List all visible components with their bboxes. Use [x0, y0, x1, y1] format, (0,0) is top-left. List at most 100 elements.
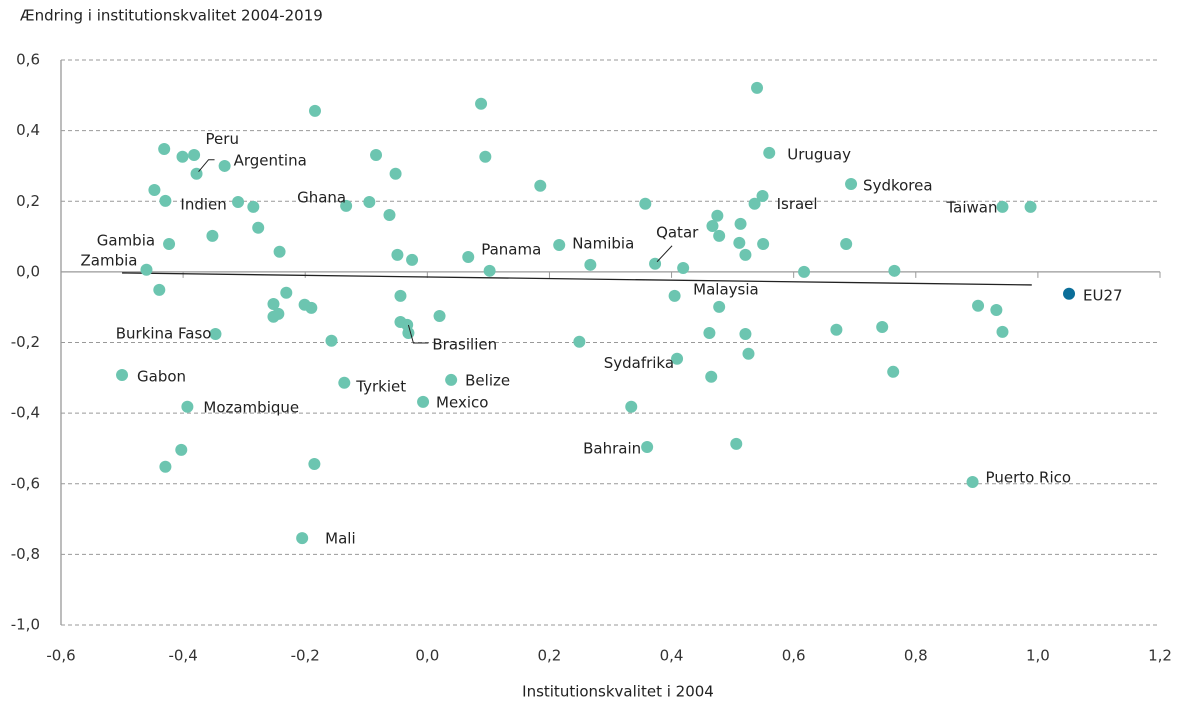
point: [140, 263, 153, 276]
point: [677, 261, 690, 274]
point-label: Puerto Rico: [986, 468, 1072, 486]
point: [671, 352, 684, 365]
point: [394, 289, 407, 302]
point: [972, 299, 985, 312]
point: [247, 200, 260, 213]
point-label: Sydafrika: [604, 354, 674, 372]
y-tick-label: 0,2: [16, 192, 40, 210]
point: [706, 219, 719, 232]
y-tick-label: 0,4: [16, 121, 40, 139]
point: [325, 334, 338, 347]
point: [730, 437, 743, 450]
point: [475, 97, 488, 110]
point: [705, 370, 718, 383]
point-label: Bahrain: [583, 440, 641, 458]
point: [267, 298, 280, 311]
y-tick-label: -0,4: [11, 404, 40, 422]
point: [887, 365, 900, 378]
point-label: Taiwan: [945, 198, 997, 216]
point: [763, 146, 776, 159]
point: [402, 326, 415, 339]
point: [739, 328, 752, 341]
point: [188, 148, 201, 161]
point: [462, 251, 475, 264]
highlight-label: EU27: [1083, 286, 1123, 304]
point: [181, 400, 194, 413]
point: [966, 475, 979, 488]
point: [748, 197, 761, 210]
point: [252, 221, 265, 234]
leader-line: [407, 324, 429, 344]
point: [990, 304, 1003, 317]
x-axis-label: Institutionskvalitet i 2004: [522, 683, 714, 701]
point: [703, 326, 716, 339]
point: [757, 237, 770, 250]
point: [742, 347, 755, 360]
point: [713, 229, 726, 242]
point: [876, 320, 889, 333]
point: [232, 195, 245, 208]
y-tick-label: -0,2: [11, 333, 40, 351]
point: [148, 183, 161, 196]
point: [641, 441, 654, 454]
y-tick-label: -1,0: [11, 616, 40, 634]
point: [573, 335, 586, 348]
point: [391, 248, 404, 261]
point: [383, 209, 396, 222]
point-label: Mozambique: [203, 398, 299, 416]
point: [733, 236, 746, 249]
point-label: Belize: [465, 371, 510, 389]
point-label: Mali: [325, 530, 355, 548]
point: [888, 264, 901, 277]
point: [798, 265, 811, 278]
point: [840, 237, 853, 250]
point: [363, 195, 376, 208]
point-label: Israel: [777, 195, 818, 213]
x-tick-label: 0,0: [415, 647, 439, 665]
point: [845, 177, 858, 190]
point: [756, 189, 769, 202]
x-tick-label: 0,2: [538, 647, 562, 665]
point-label: Mexico: [436, 393, 488, 411]
point: [116, 368, 129, 381]
x-tick-label: -0,2: [291, 647, 320, 665]
point: [159, 460, 172, 473]
point: [305, 301, 318, 314]
leader-line: [198, 159, 215, 173]
x-tick-label: 0,8: [904, 647, 928, 665]
point: [340, 199, 353, 212]
point-label: Zambia: [81, 251, 138, 269]
point: [711, 209, 724, 222]
chart-title: Ændring i institutionskvalitet 2004-2019: [20, 7, 323, 25]
x-tick-label: 0,4: [660, 647, 684, 665]
point: [272, 307, 285, 320]
point: [338, 376, 351, 389]
point-label: Ghana: [297, 188, 346, 206]
point: [218, 159, 231, 172]
point: [158, 142, 171, 155]
point: [483, 264, 496, 277]
point: [209, 328, 222, 341]
point: [639, 197, 652, 210]
x-tick-label: 1,2: [1148, 647, 1172, 665]
trendline: [122, 272, 1032, 286]
point: [751, 81, 764, 94]
point-label: Malaysia: [693, 280, 759, 298]
x-tick-label: -0,4: [168, 647, 197, 665]
point: [996, 325, 1009, 338]
point-label: Panama: [481, 241, 541, 259]
point-label: Burkina Faso: [116, 325, 212, 343]
point: [668, 289, 681, 302]
point: [830, 323, 843, 336]
point: [417, 395, 430, 408]
y-tick-label: 0,0: [16, 262, 40, 280]
point: [433, 310, 446, 323]
point: [163, 237, 176, 250]
point-label: Argentina: [234, 151, 307, 169]
point-label: Brasilien: [432, 335, 497, 353]
point: [273, 245, 286, 258]
x-tick-label: -0,6: [46, 647, 75, 665]
y-tick-label: -0,6: [11, 474, 40, 492]
y-tick-label: 0,6: [16, 51, 40, 69]
